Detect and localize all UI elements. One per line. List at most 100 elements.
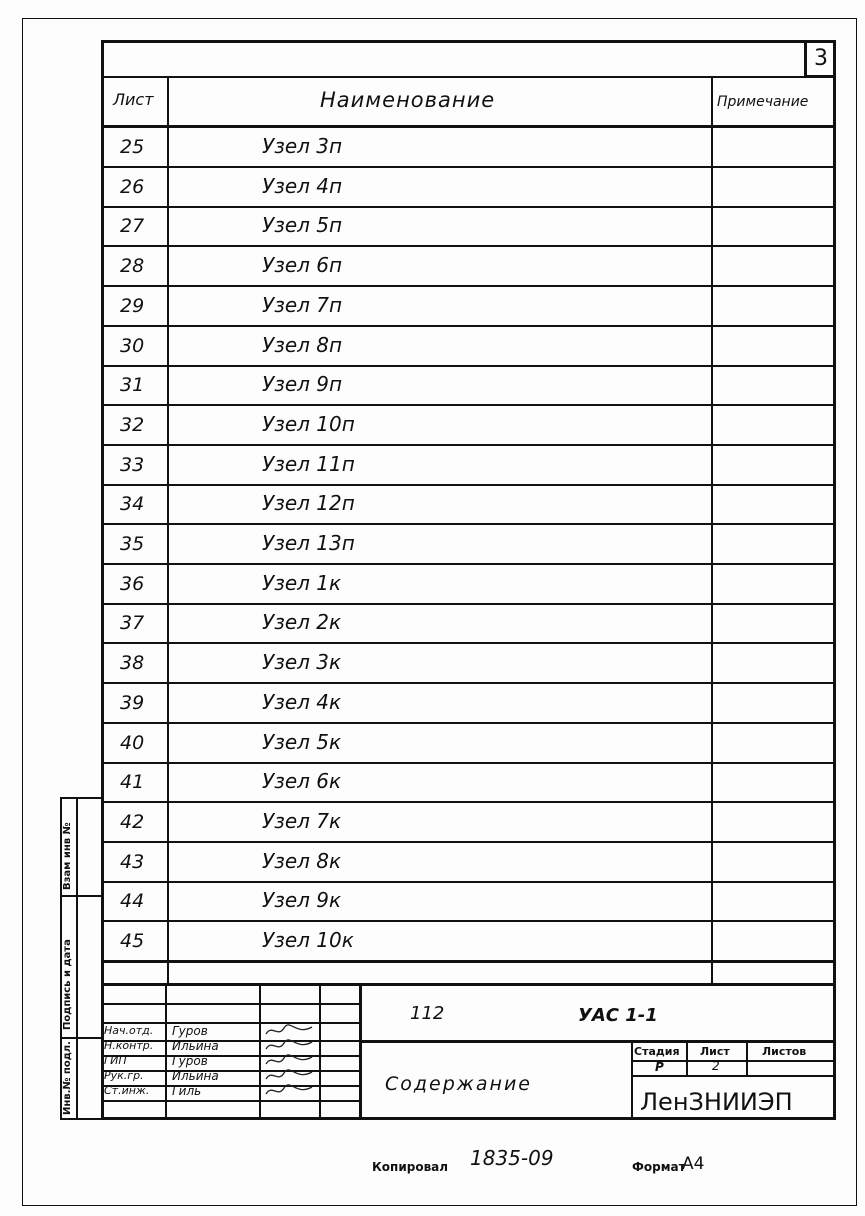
table-row: 25 Узел 3п — [102, 128, 834, 168]
row-sheet: 41 — [120, 771, 145, 794]
rule — [746, 1040, 748, 1076]
row-sheet: 44 — [120, 890, 145, 913]
row-sheet: 25 — [120, 136, 145, 158]
role: Ст.инж. — [104, 1084, 150, 1097]
rule — [259, 983, 261, 1120]
row-sheet: 39 — [120, 691, 145, 714]
row-name: Узел 4п — [262, 173, 343, 198]
rule — [631, 1040, 633, 1120]
person-name: Гуров — [172, 1024, 208, 1038]
row-rule — [101, 840, 836, 843]
corner-box: 3 — [804, 40, 836, 78]
row-sheet: 30 — [120, 334, 145, 357]
table-row: 30 Узел 8п — [102, 327, 834, 367]
rule — [101, 1022, 361, 1024]
copied-label: Копировал — [372, 1160, 449, 1174]
row-name: Узел 9к — [262, 888, 342, 913]
sheet-title: Содержание — [385, 1073, 532, 1095]
header-note: Примечание — [717, 94, 809, 110]
role: Нач.отд. — [104, 1024, 154, 1037]
rule — [319, 983, 321, 1120]
header-sheet: Лист — [113, 90, 154, 109]
person-name: Гуров — [172, 1054, 208, 1068]
row-sheet: 42 — [120, 810, 145, 833]
row-sheet: 27 — [120, 215, 145, 238]
row-rule — [101, 404, 836, 407]
rule — [76, 797, 78, 1120]
person-name: Ильина — [172, 1069, 219, 1083]
row-rule — [101, 721, 836, 724]
rule — [101, 983, 836, 986]
row-name: Узел 3к — [262, 650, 342, 675]
table-row: 41 Узел 6к — [102, 763, 834, 803]
role: Рук.гр. — [104, 1069, 144, 1082]
row-name: Узел 1к — [262, 570, 342, 595]
label-inv-orig: Инв.№ подл. — [62, 1041, 73, 1115]
row-name: Узел 6к — [262, 769, 342, 794]
row-rule — [101, 880, 836, 883]
table-row: 42 Узел 7к — [102, 803, 834, 843]
rule — [60, 1037, 103, 1039]
rule — [101, 1085, 361, 1087]
row-name: Узел 7п — [262, 292, 343, 317]
copied-number: 1835-09 — [470, 1146, 554, 1170]
sheet-value: 2 — [712, 1059, 720, 1073]
row-rule — [101, 364, 836, 367]
row-sheet: 40 — [120, 731, 145, 754]
row-sheet: 33 — [120, 453, 145, 476]
table-row: 31 Узел 9п — [102, 366, 834, 406]
sheet-label: Лист — [700, 1045, 730, 1058]
rule — [101, 1070, 361, 1072]
row-rule — [101, 602, 836, 605]
rule — [101, 1100, 361, 1102]
row-rule — [101, 642, 836, 645]
rule — [101, 76, 836, 78]
format-value: А4 — [682, 1154, 705, 1174]
rule — [631, 1075, 836, 1077]
outer-border — [22, 18, 857, 1206]
row-sheet: 26 — [120, 175, 145, 198]
format-label: Формат — [632, 1160, 686, 1174]
row-name: Узел 2к — [262, 610, 342, 635]
rule — [60, 895, 103, 897]
row-rule — [101, 801, 836, 804]
row-sheet: 45 — [120, 930, 145, 952]
row-rule — [101, 285, 836, 288]
row-name: Узел 7к — [262, 808, 342, 833]
table-row: 33 Узел 11п — [102, 446, 834, 486]
row-sheet: 35 — [120, 533, 145, 555]
table-row: 26 Узел 4п — [102, 168, 834, 208]
organization: ЛенЗНИИЭП — [640, 1088, 793, 1116]
row-sheet: 32 — [120, 413, 145, 436]
row-name: Узел 4к — [262, 689, 342, 714]
rule — [359, 1040, 836, 1043]
rule — [101, 1055, 361, 1057]
table-row: 36 Узел 1к — [102, 565, 834, 605]
row-rule — [101, 166, 836, 168]
row-sheet: 29 — [120, 294, 145, 317]
row-sheet: 38 — [120, 652, 145, 675]
row-rule — [101, 920, 836, 923]
row-name: Узел 12п — [262, 491, 355, 516]
row-name: Узел 5п — [262, 213, 343, 238]
rule — [631, 1060, 836, 1062]
signature-icon — [265, 1024, 313, 1035]
row-sheet: 43 — [120, 850, 145, 873]
rule — [101, 1003, 361, 1005]
row-sheet: 37 — [120, 612, 145, 635]
row-name: Узел 10к — [262, 928, 354, 952]
sheets-label: Листов — [762, 1045, 807, 1058]
signature-icon — [265, 1069, 313, 1080]
person-name: Гиль — [172, 1084, 202, 1098]
col-divider — [167, 76, 169, 984]
row-name: Узел 13п — [262, 531, 355, 555]
rule — [101, 1040, 361, 1042]
row-rule — [101, 682, 836, 685]
table-row: 43 Узел 8к — [102, 843, 834, 883]
row-rule — [101, 483, 836, 486]
row-rule — [101, 324, 836, 327]
rule — [359, 983, 362, 1120]
table-row: 34 Узел 12п — [102, 485, 834, 525]
row-name: Узел 5к — [262, 729, 342, 754]
